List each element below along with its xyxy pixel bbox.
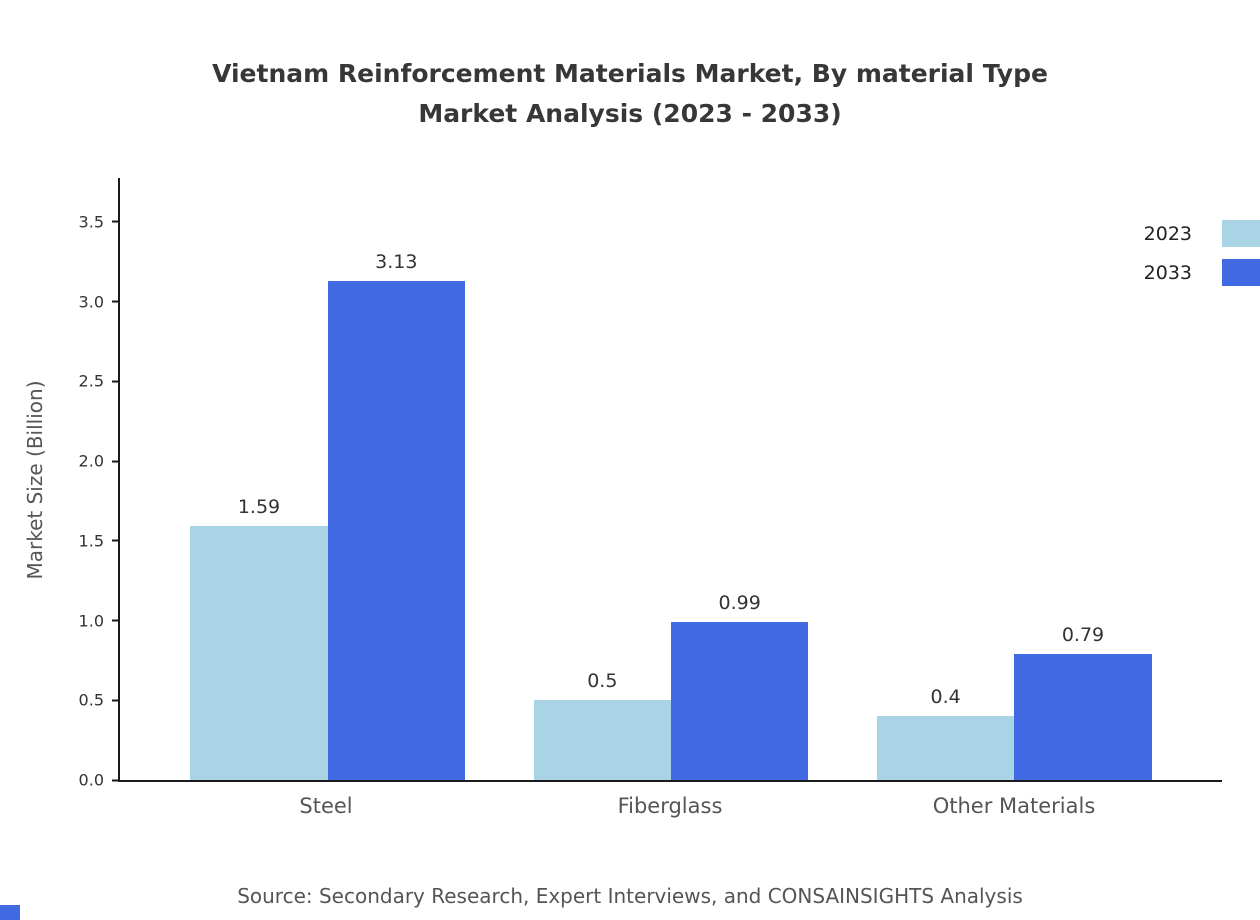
bar-other-materials-2023: 0.4: [876, 686, 1015, 780]
chart-title: Vietnam Reinforcement Materials Market, …: [0, 54, 1260, 134]
bar-group-fiberglass: 0.5 0.99: [499, 178, 842, 780]
y-tick-label: 3.5: [78, 212, 104, 232]
bar-value-label: 0.5: [587, 670, 618, 693]
y-tick-mark: [112, 460, 120, 463]
legend-item-2033: 2033: [1144, 259, 1260, 286]
y-tick-label: 0.5: [78, 690, 104, 710]
y-tick-mark: [112, 220, 120, 223]
legend-label: 2033: [1143, 261, 1192, 284]
y-tick-mark: [112, 779, 120, 781]
bar-steel-2023: 1.59: [190, 496, 328, 780]
x-axis-labels: Steel Fiberglass Other Materials: [118, 794, 1222, 818]
y-tick: 3.5: [79, 212, 120, 231]
bar-value-label: 0.4: [930, 686, 961, 709]
bar-other-materials-2033: 0.79: [1014, 624, 1152, 780]
bars-container: 1.59 3.13 0.5 0.99 0.4 0.79: [120, 178, 1222, 780]
bottom-left-brand-mark: [0, 905, 20, 920]
y-tick-label: 2.5: [78, 371, 104, 391]
y-tick: 0.0: [79, 771, 120, 790]
legend-swatch: [1222, 220, 1260, 247]
y-tick-label: 3.0: [78, 292, 104, 312]
y-tick: 2.0: [79, 452, 120, 471]
y-tick: 2.5: [79, 372, 120, 391]
legend-swatch: [1222, 259, 1260, 286]
y-tick-label: 1.0: [78, 611, 104, 631]
legend-label: 2023: [1143, 222, 1192, 245]
y-tick: 1.5: [79, 531, 120, 550]
bar-fiberglass-2023: 0.5: [533, 670, 671, 780]
y-axis-title: Market Size (Billion): [23, 380, 47, 580]
bar-value-label: 3.13: [375, 250, 418, 273]
bar-value-label: 0.79: [1061, 624, 1105, 647]
x-category-label-fiberglass: Fiberglass: [617, 794, 723, 818]
y-tick-label: 1.5: [78, 531, 104, 551]
x-category-label-other-materials: Other Materials: [932, 794, 1096, 818]
y-tick-mark: [112, 699, 120, 702]
plot-area: 0.0 0.5 1.0 1.5 2.0 2.5 3.0 3.5 1.59 3.13 0.5 0.99…: [79, 178, 1222, 790]
y-tick-mark: [112, 380, 120, 383]
y-tick: 0.5: [79, 691, 120, 710]
y-tick-label: 2.0: [78, 451, 104, 471]
legend: 2023 2033: [1144, 220, 1260, 286]
bar-value-label: 1.59: [237, 496, 281, 519]
y-tick-mark: [112, 300, 120, 303]
y-tick-mark: [112, 619, 120, 622]
bar-steel-2033: 3.13: [327, 251, 465, 780]
y-tick: 3.0: [79, 292, 120, 311]
legend-item-2023: 2023: [1144, 220, 1260, 247]
bar-group-other-materials: 0.4 0.79: [843, 178, 1186, 780]
y-tick: 1.0: [79, 611, 120, 630]
source-note: Source: Secondary Research, Expert Inter…: [237, 884, 1023, 908]
bar-fiberglass-2033: 0.99: [670, 592, 809, 780]
y-tick-mark: [112, 539, 120, 542]
chart-title-line1: Vietnam Reinforcement Materials Market, …: [212, 59, 1048, 88]
chart-title-line2: Market Analysis (2023 - 2033): [418, 99, 842, 128]
bar-value-label: 0.99: [718, 592, 761, 615]
y-tick-label: 0.0: [78, 770, 104, 790]
x-category-label-steel: Steel: [299, 794, 353, 818]
bar-group-steel: 1.59 3.13: [156, 178, 499, 780]
